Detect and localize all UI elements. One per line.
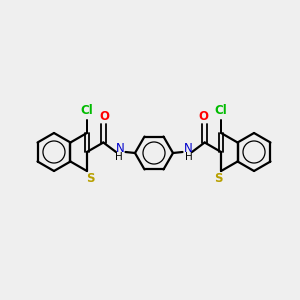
Text: H: H <box>185 152 193 162</box>
Text: S: S <box>85 172 94 184</box>
Text: Cl: Cl <box>215 104 227 118</box>
Text: S: S <box>214 172 222 184</box>
Text: O: O <box>99 110 109 123</box>
Text: Cl: Cl <box>80 104 93 118</box>
Text: H: H <box>115 152 123 162</box>
Text: N: N <box>184 142 193 155</box>
Text: N: N <box>116 142 124 155</box>
Text: O: O <box>199 110 209 123</box>
